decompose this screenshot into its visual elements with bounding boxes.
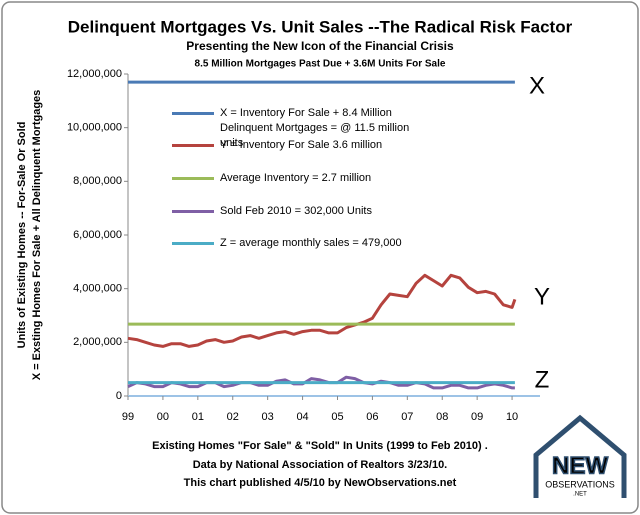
annotation: Y — [534, 283, 550, 310]
y-axis-label: X = Exsting Homes For Sale + All Delinqu… — [31, 90, 43, 381]
note: Existing Homes "For Sale" & "Sold" In Un… — [152, 440, 488, 452]
logo-text: NEW — [552, 452, 608, 479]
series-line — [127, 273, 517, 348]
x-tick-label: 04 — [296, 411, 308, 423]
annotation: Z — [535, 366, 550, 393]
y-tick-label: 4,000,000 — [73, 283, 122, 295]
legend-swatch — [172, 210, 214, 213]
chart-title: Delinquent Mortgages Vs. Unit Sales --Th… — [68, 17, 573, 36]
x-tick-label: 07 — [401, 411, 413, 423]
x-tick-label: 09 — [471, 411, 483, 423]
x-tick-label: 08 — [436, 411, 448, 423]
logo: NEW OBSERVATIONS .NET — [533, 414, 627, 498]
subtitle: 8.5 Million Mortgages Past Due + 3.6M Un… — [195, 59, 446, 70]
x-tick-label: 99 — [122, 411, 134, 423]
note: This chart published 4/5/10 by NewObserv… — [184, 477, 457, 489]
legend-swatch — [172, 242, 214, 245]
legend-entry: Average Inventory = 2.7 million — [172, 171, 435, 186]
legend-swatch — [172, 144, 214, 147]
x-tick-label: 00 — [157, 411, 169, 423]
logo-house — [533, 414, 627, 498]
logo-text: .NET — [573, 492, 587, 498]
y-tick-label: 2,000,000 — [73, 336, 122, 348]
x-tick-label: 10 — [506, 411, 518, 423]
legend-swatch — [172, 112, 214, 115]
legend-entry: Y = Inventory For Sale 3.6 million — [172, 138, 435, 153]
x-tick-label: 03 — [262, 411, 274, 423]
x-tick-label: 05 — [331, 411, 343, 423]
y-tick-label: 10,000,000 — [67, 122, 122, 134]
note: Data by National Association of Realtors… — [193, 459, 448, 471]
logo-text: OBSERVATIONS — [545, 479, 615, 489]
y-tick-label: 6,000,000 — [73, 229, 122, 241]
legend-entry: Z = average monthly sales = 479,000 — [172, 236, 435, 251]
y-axis-label: Units of Existing Homes -- For-Sale Or S… — [16, 122, 28, 349]
x-tick-label: 02 — [227, 411, 239, 423]
legend-entry: Sold Feb 2010 = 302,000 Units — [172, 204, 435, 219]
legend-label: X = Inventory For Sale + 8.4 Million Del… — [220, 107, 410, 149]
legend-entry: X = Inventory For Sale + 8.4 Million Del… — [172, 106, 435, 151]
y-tick-label: 12,000,000 — [67, 68, 122, 80]
legend-label: Average Inventory = 2.7 million — [220, 172, 372, 184]
legend-label: Sold Feb 2010 = 302,000 Units — [220, 205, 372, 217]
legend-label: Y = Inventory For Sale 3.6 million — [220, 139, 383, 151]
annotation: X — [529, 72, 545, 99]
y-tick-label: 8,000,000 — [73, 175, 122, 187]
subtitle: Presenting the New Icon of the Financial… — [186, 39, 454, 53]
y-tick-label: 0 — [116, 390, 122, 402]
legend-swatch — [172, 177, 214, 180]
legend-label: Z = average monthly sales = 479,000 — [220, 237, 402, 249]
x-tick-label: 01 — [192, 411, 204, 423]
x-tick-label: 06 — [366, 411, 378, 423]
